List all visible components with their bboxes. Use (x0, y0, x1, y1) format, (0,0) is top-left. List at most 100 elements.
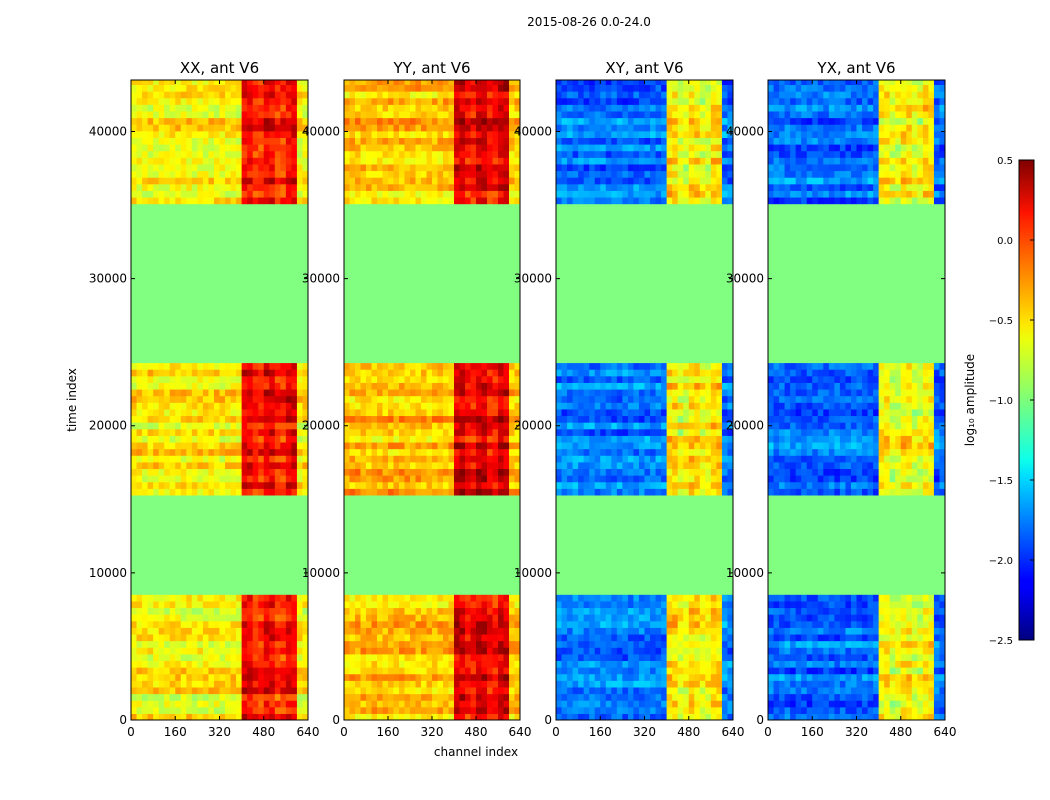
heatmap-cell (366, 91, 373, 99)
heatmap-cell-flagged (131, 283, 308, 291)
heatmap-cell (638, 600, 646, 609)
heatmap-cell (296, 104, 304, 112)
heatmap-cell (432, 150, 439, 158)
heatmap-cell (661, 620, 668, 628)
heatmap-cell (594, 607, 601, 615)
heatmap-cell (503, 686, 510, 695)
heatmap-cell (269, 633, 276, 642)
heatmap-cell (465, 388, 472, 397)
heatmap-cell (415, 441, 422, 450)
heatmap-cell (437, 415, 444, 423)
heatmap-cell (481, 130, 488, 138)
heatmap-cell (382, 481, 389, 489)
heatmap-cell (285, 388, 293, 397)
heatmap-cell (274, 448, 281, 456)
heatmap-cell (600, 395, 607, 403)
heatmap-cell (180, 84, 187, 92)
heatmap-cell (274, 607, 281, 615)
y-tick-label: 10000 (302, 566, 340, 580)
heatmap-cell (302, 382, 308, 390)
heatmap-cell (382, 395, 389, 403)
heatmap-cell (716, 653, 723, 662)
heatmap-cell (481, 461, 488, 470)
heatmap-cell-flagged (556, 534, 733, 542)
heatmap-cell-flagged (131, 494, 308, 503)
heatmap-cell (247, 190, 254, 198)
heatmap-cell (443, 713, 450, 720)
y-tick-label: 20000 (302, 419, 340, 433)
heatmap-cell (572, 408, 579, 417)
heatmap-cell (661, 415, 668, 423)
heatmap-cell (437, 448, 444, 456)
heatmap-cell (213, 84, 221, 92)
heatmap-cell (589, 415, 596, 423)
heatmap-cell (454, 600, 461, 609)
heatmap-cell (296, 441, 304, 450)
heatmap-cell (470, 117, 477, 125)
heatmap-cell (202, 607, 210, 615)
heatmap-cell (399, 633, 406, 642)
heatmap-cell (572, 428, 579, 436)
heatmap-cell (432, 190, 439, 198)
heatmap-cell (247, 130, 254, 138)
heatmap-cell (470, 137, 477, 145)
heatmap-cell (241, 150, 248, 158)
heatmap-cell (377, 110, 384, 119)
heatmap-cell (514, 428, 520, 436)
heatmap-cell (225, 620, 232, 628)
heatmap-cell (241, 706, 248, 714)
heatmap-cell (280, 475, 287, 483)
heatmap-cell (371, 700, 378, 708)
heatmap-cell (225, 422, 232, 430)
heatmap-cell (269, 124, 276, 132)
heatmap-cell (191, 713, 198, 720)
heatmap-cell (727, 667, 733, 675)
heatmap-cell (465, 693, 472, 701)
heatmap-cell (147, 388, 154, 397)
heatmap-cell (437, 375, 444, 383)
heatmap-cell (432, 627, 439, 635)
heatmap-cell (191, 614, 198, 622)
heatmap-cell (594, 693, 601, 701)
heatmap-cell (694, 594, 701, 602)
heatmap-cell (672, 633, 679, 642)
heatmap-cell (399, 369, 406, 377)
heatmap-cell (481, 660, 488, 668)
heatmap-cell (291, 150, 298, 158)
heatmap-cell (208, 475, 215, 483)
heatmap-cell (197, 607, 204, 615)
heatmap-cell (705, 713, 712, 720)
heatmap-cell (605, 667, 612, 675)
heatmap-cell (131, 468, 138, 476)
heatmap-cell (388, 607, 395, 615)
heatmap-cell (136, 422, 143, 430)
heatmap-cell (280, 137, 287, 145)
heatmap-cell (291, 97, 298, 105)
heatmap-cell (258, 150, 265, 158)
heatmap-cell (393, 382, 400, 390)
heatmap-cell (269, 468, 276, 476)
heatmap-cell (225, 713, 232, 720)
heatmap-cell (158, 170, 165, 178)
heatmap-cell (208, 395, 215, 403)
heatmap-cell (360, 488, 367, 496)
heatmap-cell (280, 183, 287, 191)
heatmap-cell (661, 435, 668, 443)
heatmap-cell (638, 706, 646, 714)
heatmap-cell (448, 170, 455, 178)
heatmap-cell (578, 686, 585, 695)
heatmap-cell-flagged (344, 349, 520, 357)
heatmap-cell (556, 415, 563, 423)
heatmap-cell (186, 170, 193, 178)
heatmap-cell (175, 448, 182, 456)
heatmap-cell (191, 488, 198, 496)
heatmap-cell (263, 461, 270, 470)
heatmap-cell (225, 163, 232, 172)
heatmap-cell (236, 633, 243, 642)
heatmap-cell (561, 475, 568, 483)
heatmap-cell (470, 183, 477, 191)
heatmap-cell (498, 130, 505, 138)
heatmap-cell (503, 375, 510, 383)
heatmap-cell (371, 415, 378, 423)
heatmap-cell (410, 415, 417, 423)
